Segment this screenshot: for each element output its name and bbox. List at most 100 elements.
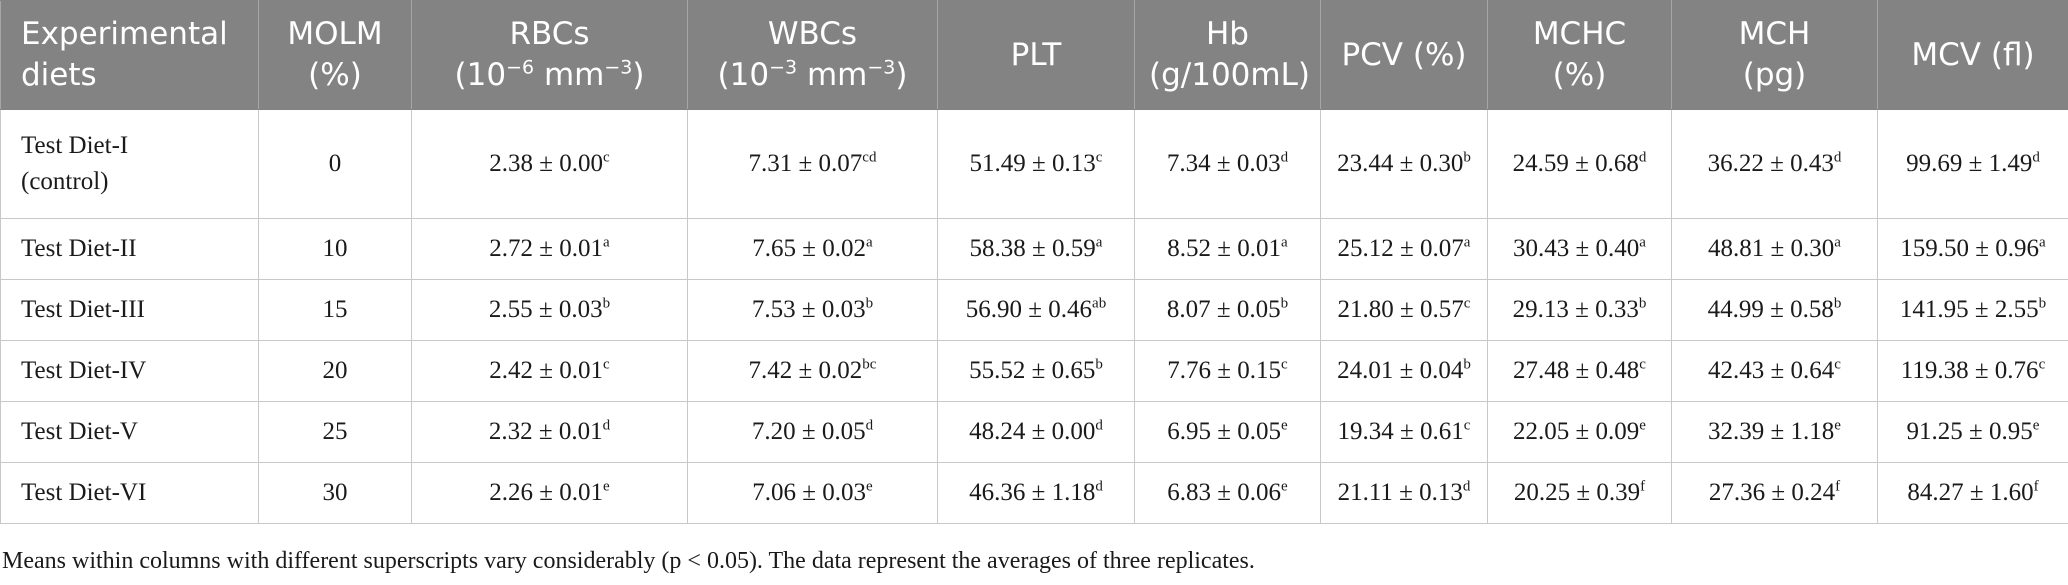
column-header-label: (g/100mL) [1149, 57, 1310, 93]
significance-superscript: a [1463, 234, 1471, 251]
mean-sd-value: 2.72 ± 0.01 [489, 235, 604, 262]
value-cell: 23.44 ± 0.30b [1320, 109, 1488, 219]
value-cell: 2.26 ± 0.01e [411, 462, 688, 524]
diet-name: (control) [21, 168, 109, 195]
column-header-label: RBCs [509, 16, 590, 52]
value-cell: 51.49 ± 0.13c [937, 109, 1135, 219]
mean-sd-value: 99.69 ± 1.49 [1906, 150, 2033, 177]
mean-sd-value: 19.34 ± 0.61 [1337, 418, 1464, 445]
molm-cell: 0 [258, 109, 412, 219]
column-header: MCH (pg) [1671, 0, 1878, 110]
significance-superscript: b [2038, 295, 2047, 312]
value-cell: 48.24 ± 0.00d [937, 401, 1135, 463]
diet-name: Test Diet-IV [21, 357, 147, 384]
mean-sd-value: 55.52 ± 0.65 [969, 357, 1096, 384]
diet-name-cell: Test Diet-I (control) [0, 109, 259, 219]
mean-sd-value: 42.43 ± 0.64 [1708, 357, 1835, 384]
value-cell: 42.43 ± 0.64c [1671, 340, 1878, 402]
column-header-label: PLT [1010, 36, 1062, 73]
unit-part: (10 [717, 57, 770, 93]
diet-name: Test Diet-III [21, 296, 145, 323]
significance-superscript: c [1463, 295, 1471, 312]
significance-superscript: a [1639, 234, 1646, 251]
molm-cell: 25 [258, 401, 412, 463]
value-cell: 8.07 ± 0.05b [1134, 279, 1321, 341]
unit-exponent: −6 [506, 56, 535, 79]
column-header: MCV (fl) [1877, 0, 2068, 110]
diet-name: Test Diet-II [21, 235, 137, 262]
column-header-label: diets [21, 57, 97, 93]
mean-sd-value: 159.50 ± 0.96 [1900, 235, 2040, 262]
diet-name: Test Diet-I [21, 132, 129, 159]
value-cell: 7.34 ± 0.03d [1134, 109, 1321, 219]
significance-superscript: d [602, 417, 611, 434]
significance-superscript: b [865, 295, 874, 312]
diet-name-cell: Test Diet-VI [0, 462, 259, 524]
value-cell: 24.01 ± 0.04b [1320, 340, 1488, 402]
mean-sd-value: 6.95 ± 0.05 [1167, 418, 1282, 445]
significance-superscript: f [1835, 478, 1841, 495]
mean-sd-value: 23.44 ± 0.30 [1337, 150, 1464, 177]
significance-superscript: c [2038, 356, 2046, 373]
value-cell: 2.42 ± 0.01c [411, 340, 688, 402]
unit-part: mm [534, 57, 605, 93]
significance-superscript: d [1462, 478, 1471, 495]
mean-sd-value: 21.11 ± 0.13 [1337, 479, 1463, 506]
hematology-table: Experimental diets MOLM (%) RBCs (10 −6 mm −3) W… [0, 0, 2068, 524]
column-header-label: (%) [308, 57, 362, 93]
unit-part: ) [895, 57, 908, 93]
value-cell: 27.48 ± 0.48c [1487, 340, 1672, 402]
value-cell: 119.38 ± 0.76c [1877, 340, 2068, 402]
column-header-label: WBCs [767, 16, 858, 52]
value-cell: 6.83 ± 0.06e [1134, 462, 1321, 524]
mean-sd-value: 44.99 ± 0.58 [1707, 296, 1834, 323]
table-footnote: Means within columns with different supe… [2, 548, 1255, 574]
significance-superscript: b [1463, 356, 1471, 373]
significance-superscript: e [1639, 417, 1646, 434]
value-cell: 25.12 ± 0.07a [1320, 218, 1488, 280]
significance-superscript: a [1834, 234, 1841, 251]
value-cell: 22.05 ± 0.09e [1487, 401, 1672, 463]
diet-name-cell: Test Diet-V [0, 401, 259, 463]
column-header: MCHC (%) [1487, 0, 1672, 110]
column-header: Hb (g/100mL) [1134, 0, 1321, 110]
value-cell: 46.36 ± 1.18d [937, 462, 1135, 524]
molm-cell: 30 [258, 462, 412, 524]
value-cell: 24.59 ± 0.68d [1487, 109, 1672, 219]
table-row: Test Diet-III 15 2.55 ± 0.03b 7.53 ± 0.03b 5… [0, 279, 2068, 341]
value-cell: 7.65 ± 0.02a [687, 218, 938, 280]
table-header-row: Experimental diets MOLM (%) RBCs (10 −6 mm −3) W… [0, 0, 2068, 110]
value-cell: 8.52 ± 0.01a [1134, 218, 1321, 280]
significance-superscript: d [1095, 478, 1103, 495]
table-container: Experimental diets MOLM (%) RBCs (10 −6 mm −3) W… [0, 0, 2068, 524]
significance-superscript: a [1281, 234, 1288, 251]
value-cell: 19.34 ± 0.61c [1320, 401, 1488, 463]
column-header-label: Experimental [21, 16, 228, 52]
value-cell: 48.81 ± 0.30a [1671, 218, 1878, 280]
value-cell: 44.99 ± 0.58b [1671, 279, 1878, 341]
mean-sd-value: 7.20 ± 0.05 [751, 418, 866, 445]
value-cell: 56.90 ± 0.46ab [937, 279, 1135, 341]
value-cell: 6.95 ± 0.05e [1134, 401, 1321, 463]
mean-sd-value: 6.83 ± 0.06 [1167, 479, 1282, 506]
value-cell: 7.76 ± 0.15c [1134, 340, 1321, 402]
value-cell: 7.06 ± 0.03e [687, 462, 938, 524]
value-cell: 7.20 ± 0.05d [687, 401, 938, 463]
value-cell: 21.11 ± 0.13d [1320, 462, 1488, 524]
column-header-label: MCV (fl) [1911, 36, 2035, 73]
unit-exponent: −3 [769, 56, 798, 79]
mean-sd-value: 119.38 ± 0.76 [1900, 357, 2039, 384]
column-header-label: MOLM [287, 16, 383, 52]
column-header: PLT [937, 0, 1135, 110]
significance-superscript: c [1281, 356, 1288, 373]
column-header-label: Hb [1206, 16, 1249, 52]
value-cell: 2.32 ± 0.01d [411, 401, 688, 463]
column-header-label: MCH [1738, 16, 1811, 52]
significance-superscript: a [866, 234, 873, 251]
significance-superscript: e [1281, 417, 1288, 434]
column-header-label: MCHC [1532, 16, 1627, 52]
value-cell: 36.22 ± 0.43d [1671, 109, 1878, 219]
mean-sd-value: 25.12 ± 0.07 [1337, 235, 1464, 262]
mean-sd-value: 8.52 ± 0.01 [1167, 235, 1282, 262]
significance-superscript: a [2039, 234, 2046, 251]
